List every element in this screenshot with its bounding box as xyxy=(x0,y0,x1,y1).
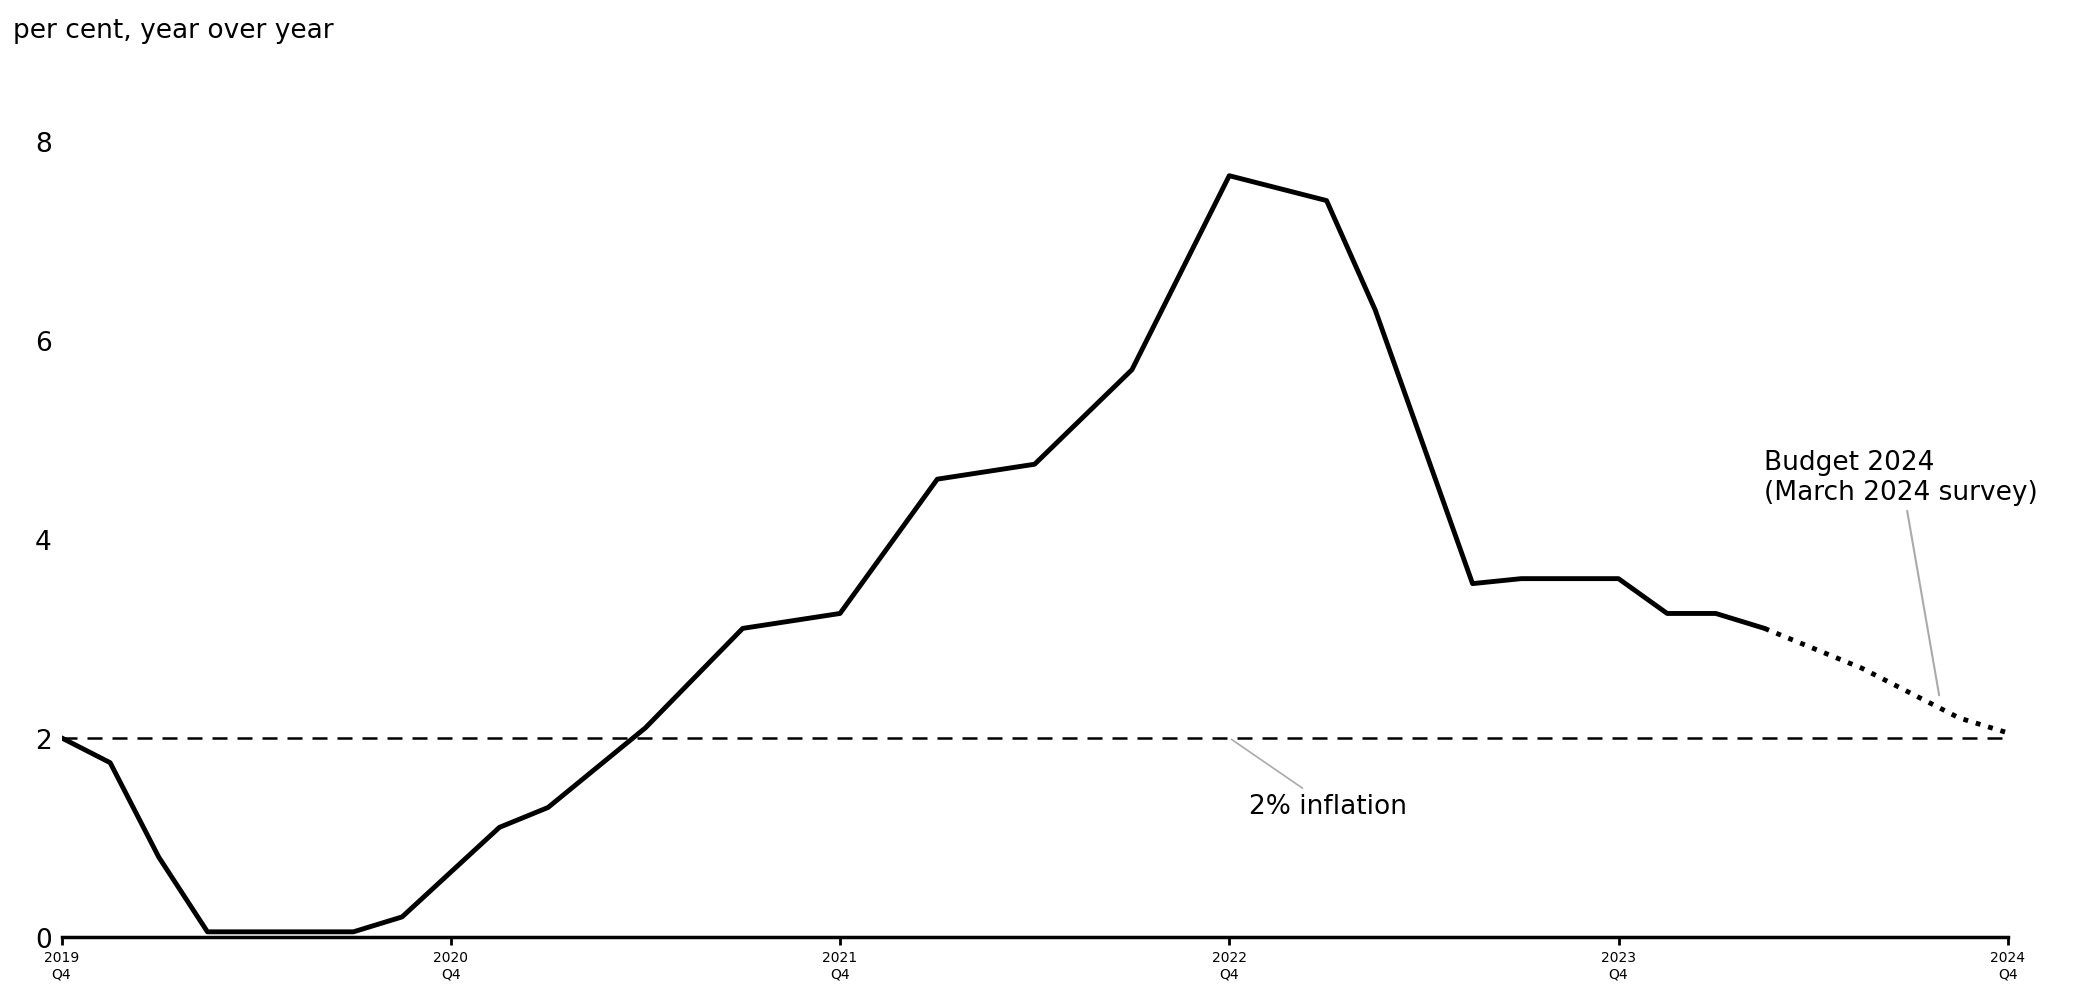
Text: per cent, year over year: per cent, year over year xyxy=(13,18,334,44)
Text: Budget 2024
(March 2024 survey): Budget 2024 (March 2024 survey) xyxy=(1765,450,2038,696)
Text: 2% inflation: 2% inflation xyxy=(1232,739,1406,818)
